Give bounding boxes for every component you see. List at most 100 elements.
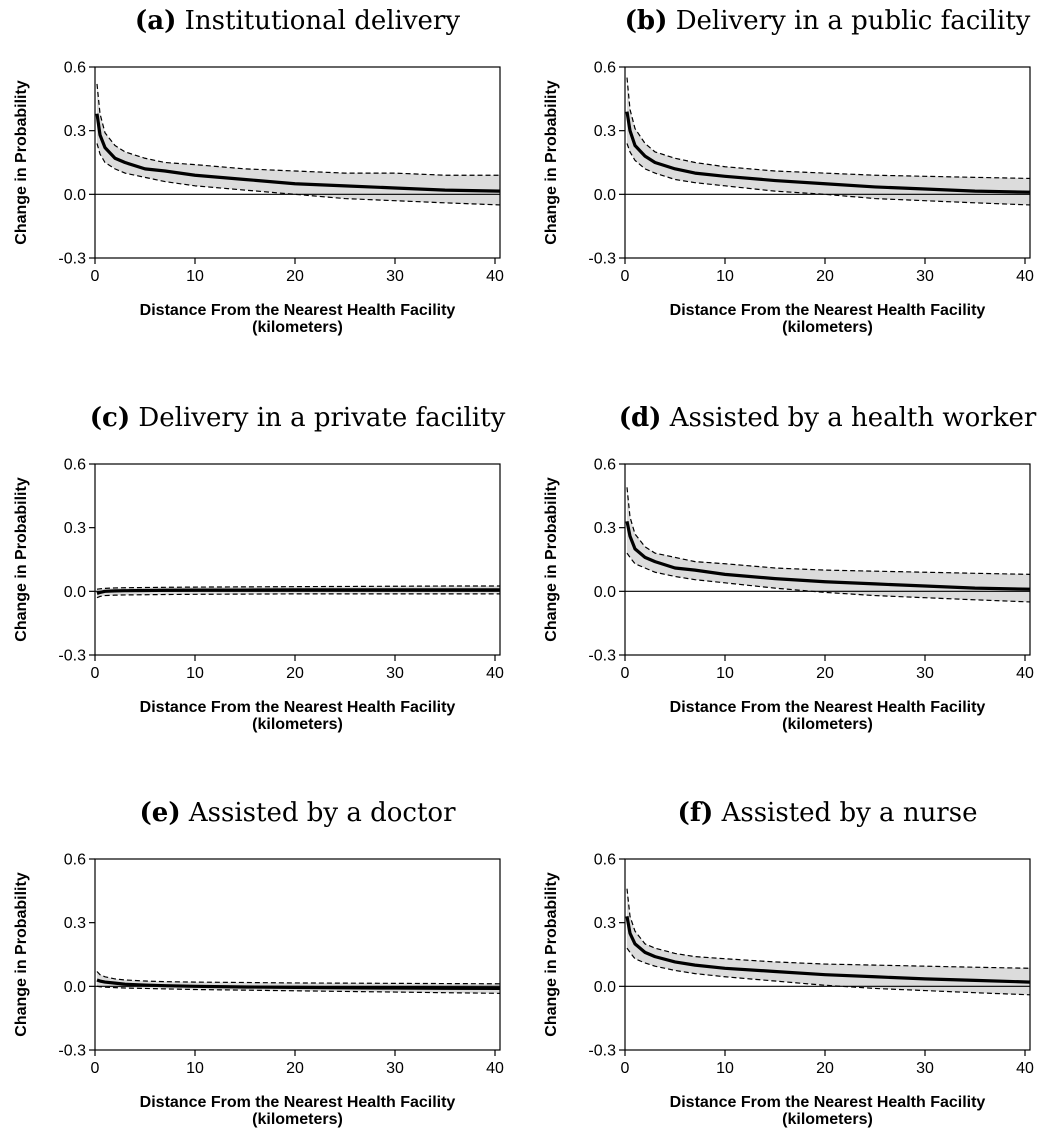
x-axis-label: Distance From the Nearest Health Facilit… xyxy=(670,1094,986,1111)
upper-ci-line xyxy=(96,971,501,985)
y-tick-label: 0.6 xyxy=(594,60,616,77)
x-tick-label: 20 xyxy=(816,268,834,285)
y-tick-label: 0.3 xyxy=(64,520,86,537)
x-tick-label: 40 xyxy=(1016,1060,1034,1077)
panel-title-text: Delivery in a public facility xyxy=(676,6,1031,36)
lower-ci-line xyxy=(96,593,500,599)
panel-label: (d) xyxy=(619,403,662,433)
chart-panel: (e) Assisted by a doctor -0.3 0.0 0.3 0.6 0 10… xyxy=(13,798,504,1128)
panel-label: (b) xyxy=(625,6,668,36)
confidence-band xyxy=(627,77,1030,205)
panel-title-text: Assisted by a health worker xyxy=(669,403,1037,433)
chart-panel: (c) Delivery in a private facility -0.3 0.… xyxy=(13,403,506,733)
y-tick-label: 0.0 xyxy=(64,584,86,601)
x-tick-label: 20 xyxy=(816,1060,834,1077)
x-tick-label: 40 xyxy=(486,665,504,682)
y-tick-label: 0.0 xyxy=(64,187,86,204)
chart-panel: (b) Delivery in a public facility -0.3 0.0… xyxy=(543,6,1034,336)
x-tick-label: 40 xyxy=(486,1060,504,1077)
plot-frame xyxy=(94,463,501,656)
y-axis-label: Change in Probability xyxy=(543,872,560,1037)
panel-title: (c) Delivery in a private facility xyxy=(90,403,506,433)
x-axis-label: Distance From the Nearest Health Facilit… xyxy=(140,699,456,716)
x-tick-label: 0 xyxy=(91,268,100,285)
x-axis-label-units: (kilometers) xyxy=(252,716,343,733)
y-tick-label: 0.0 xyxy=(594,187,616,204)
x-tick-label: 30 xyxy=(916,1060,934,1077)
y-tick-label: -0.3 xyxy=(588,251,616,268)
x-axis-label: Distance From the Nearest Health Facilit… xyxy=(140,1094,456,1111)
lower-ci-line xyxy=(96,143,501,206)
panel-label: (a) xyxy=(135,6,176,36)
panel-title: (b) Delivery in a public facility xyxy=(625,6,1031,36)
x-tick-label: 0 xyxy=(91,665,100,682)
x-tick-label: 20 xyxy=(286,268,304,285)
panel-title: (e) Assisted by a doctor xyxy=(139,798,456,828)
x-tick-label: 30 xyxy=(386,665,404,682)
y-tick-label: 0.3 xyxy=(594,520,616,537)
upper-ci-line xyxy=(96,585,500,590)
x-tick-label: 10 xyxy=(186,665,204,682)
x-tick-label: 30 xyxy=(916,268,934,285)
x-tick-label: 0 xyxy=(621,268,630,285)
plot-frame xyxy=(624,66,1031,259)
panel-title: (d) Assisted by a health worker xyxy=(619,403,1037,433)
x-tick-label: 40 xyxy=(1016,665,1034,682)
x-tick-label: 20 xyxy=(286,665,304,682)
lower-ci-line xyxy=(626,947,1031,996)
y-tick-label: 0.3 xyxy=(594,123,616,140)
y-tick-label: 0.6 xyxy=(594,457,616,474)
upper-ci-line xyxy=(626,487,1031,575)
y-tick-label: -0.3 xyxy=(58,1043,86,1060)
panel-label: (c) xyxy=(90,403,130,433)
x-tick-label: 10 xyxy=(716,665,734,682)
x-tick-label: 30 xyxy=(386,1060,404,1077)
x-tick-label: 20 xyxy=(816,665,834,682)
plot-frame xyxy=(624,858,1031,1051)
x-axis-label-units: (kilometers) xyxy=(782,716,873,733)
upper-ci-line xyxy=(96,83,500,176)
estimate-line xyxy=(625,520,1031,591)
chart-panel: (d) Assisted by a health worker -0.3 0.0 0.… xyxy=(543,403,1037,733)
x-axis-label-units: (kilometers) xyxy=(252,319,343,336)
confidence-band xyxy=(97,83,500,205)
x-axis-label: Distance From the Nearest Health Facilit… xyxy=(670,302,986,319)
x-tick-label: 0 xyxy=(91,1060,100,1077)
y-tick-label: 0.3 xyxy=(594,915,616,932)
panel-label: (f) xyxy=(678,798,714,828)
x-tick-label: 40 xyxy=(486,268,504,285)
x-tick-label: 0 xyxy=(621,1060,630,1077)
y-tick-label: 0.6 xyxy=(64,457,86,474)
y-tick-label: 0.3 xyxy=(64,123,86,140)
panel-title-text: Assisted by a doctor xyxy=(188,798,456,828)
lower-ci-line xyxy=(626,552,1031,603)
y-axis-label: Change in Probability xyxy=(13,872,30,1037)
y-axis-label: Change in Probability xyxy=(543,477,560,642)
panel-label: (e) xyxy=(139,798,180,828)
y-tick-label: 0.6 xyxy=(594,852,616,869)
x-tick-label: 10 xyxy=(716,1060,734,1077)
x-tick-label: 20 xyxy=(286,1060,304,1077)
y-tick-label: 0.6 xyxy=(64,60,86,77)
panel-title-text: Assisted by a nurse xyxy=(721,798,978,828)
y-axis-label: Change in Probability xyxy=(13,80,30,245)
panel-title-text: Institutional delivery xyxy=(185,6,461,36)
y-axis-label: Change in Probability xyxy=(543,80,560,245)
y-axis-label: Change in Probability xyxy=(13,477,30,642)
y-tick-label: 0.0 xyxy=(64,979,86,996)
y-tick-label: 0.3 xyxy=(64,915,86,932)
estimate-line xyxy=(96,588,500,595)
x-tick-label: 30 xyxy=(386,268,404,285)
confidence-band xyxy=(627,487,1030,602)
x-axis-label: Distance From the Nearest Health Facilit… xyxy=(140,302,456,319)
upper-ci-line xyxy=(626,77,1031,180)
plot-frame xyxy=(94,66,501,259)
x-tick-label: 0 xyxy=(621,665,630,682)
x-axis-label: Distance From the Nearest Health Facilit… xyxy=(670,699,986,716)
x-axis-label-units: (kilometers) xyxy=(782,319,873,336)
y-tick-label: 0.6 xyxy=(64,852,86,869)
y-tick-label: -0.3 xyxy=(588,648,616,665)
x-axis-label-units: (kilometers) xyxy=(782,1111,873,1128)
estimate-line xyxy=(625,916,1031,984)
